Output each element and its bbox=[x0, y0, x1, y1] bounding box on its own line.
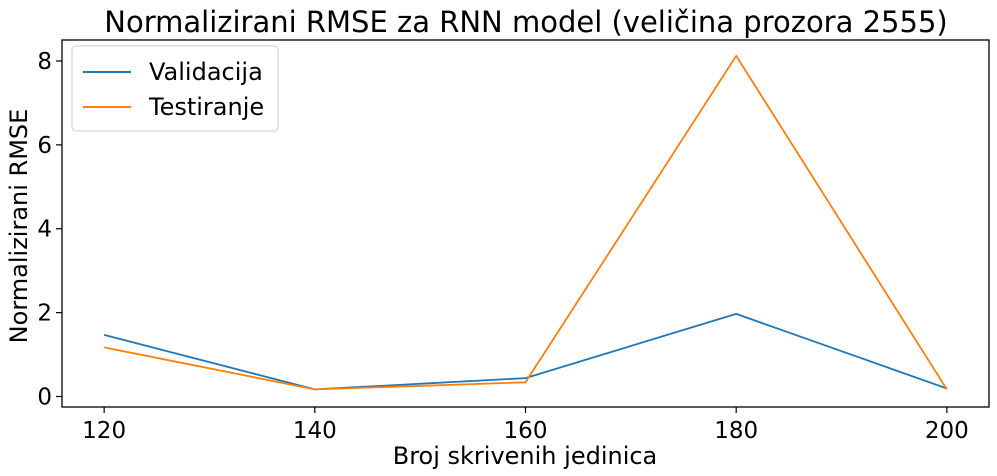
x-tick-label: 140 bbox=[293, 418, 337, 444]
series-lines bbox=[103, 55, 948, 391]
legend-label-validacija: Validacija bbox=[149, 58, 263, 86]
x-tick-label: 200 bbox=[925, 418, 969, 444]
y-tick-label: 0 bbox=[37, 385, 52, 411]
legend: Validacija Testiranje bbox=[71, 45, 279, 132]
legend-box bbox=[71, 45, 279, 132]
y-tick-label: 4 bbox=[37, 217, 52, 243]
series-line-validacija bbox=[103, 312, 948, 391]
x-axis-label: Broj skrivenih jedinica bbox=[393, 442, 658, 470]
x-tick-label: 180 bbox=[714, 418, 758, 444]
y-tick-label: 2 bbox=[37, 301, 52, 327]
y-tick-label: 8 bbox=[37, 49, 52, 75]
y-axis-ticks: 0 2 4 6 8 bbox=[37, 49, 62, 411]
series-line-testiranje bbox=[103, 55, 948, 391]
legend-label-testiranje: Testiranje bbox=[148, 93, 264, 121]
x-tick-label: 160 bbox=[504, 418, 548, 444]
y-axis-label: Normalizirani RMSE bbox=[5, 109, 33, 344]
y-tick-label: 6 bbox=[37, 133, 52, 159]
x-axis-ticks: 120 140 160 180 200 bbox=[82, 407, 969, 444]
x-tick-label: 120 bbox=[82, 418, 126, 444]
chart-title: Normalizirani RMSE za RNN model (veličin… bbox=[104, 5, 947, 39]
